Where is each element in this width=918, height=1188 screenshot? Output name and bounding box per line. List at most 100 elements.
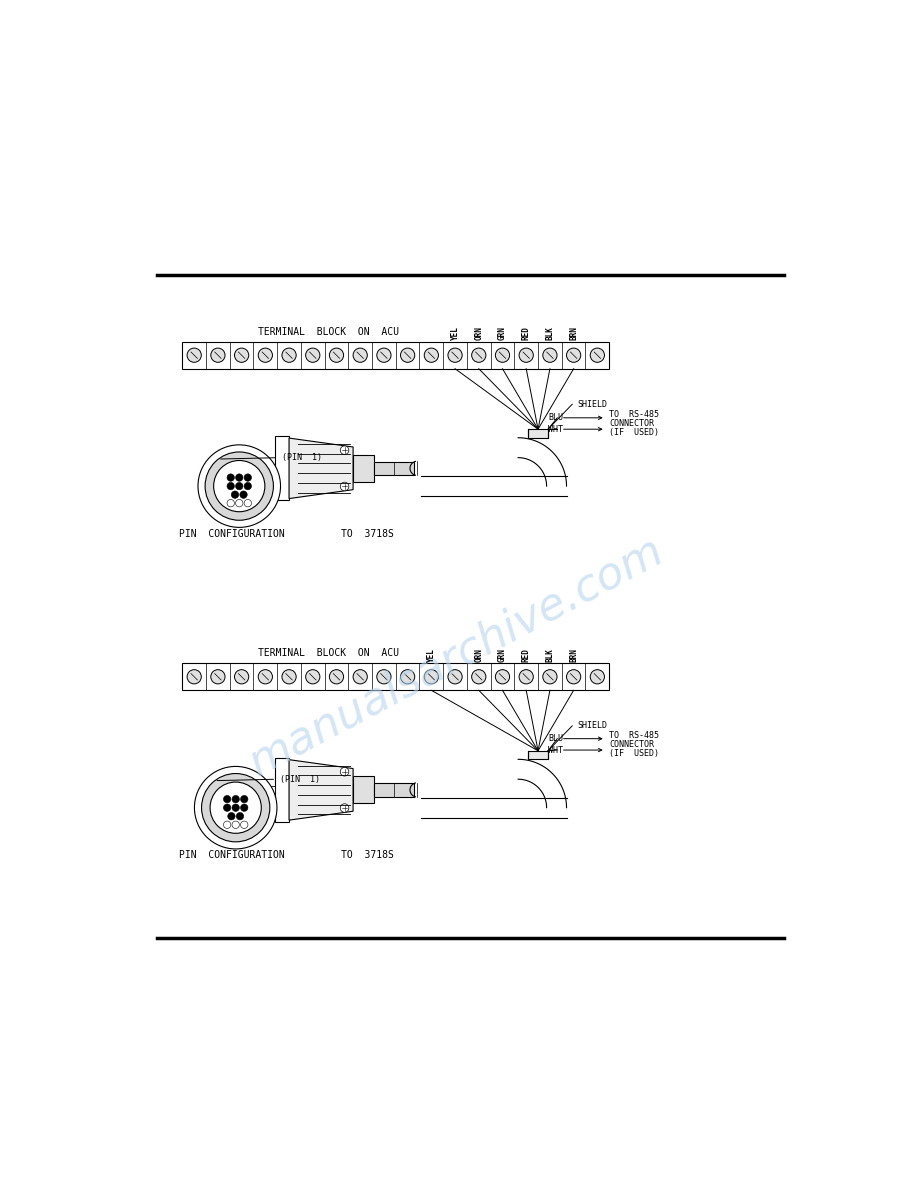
Circle shape [448, 348, 462, 362]
Circle shape [205, 451, 274, 520]
Circle shape [198, 444, 281, 527]
Circle shape [353, 670, 367, 684]
Text: YEL: YEL [451, 327, 460, 340]
Text: TO  RS-485: TO RS-485 [610, 732, 659, 740]
Circle shape [519, 670, 533, 684]
Circle shape [244, 474, 252, 481]
Bar [274, 758, 289, 822]
Polygon shape [289, 759, 353, 820]
Circle shape [282, 348, 297, 362]
Circle shape [234, 348, 249, 362]
Text: RED: RED [521, 327, 531, 340]
Text: CONNECTOR: CONNECTOR [610, 740, 655, 748]
Circle shape [448, 670, 462, 684]
Circle shape [227, 482, 234, 489]
Bar [269, 465, 274, 472]
Bar [183, 342, 610, 368]
Circle shape [330, 348, 343, 362]
Circle shape [341, 767, 349, 776]
Circle shape [236, 813, 243, 820]
Text: BLK: BLK [545, 647, 554, 662]
Bar [274, 436, 289, 500]
Bar [375, 462, 414, 475]
Circle shape [244, 499, 252, 507]
Circle shape [187, 348, 201, 362]
Text: manualsarchive.com: manualsarchive.com [241, 529, 671, 784]
Circle shape [376, 670, 391, 684]
Text: (PIN  1): (PIN 1) [280, 775, 319, 784]
Circle shape [240, 491, 247, 498]
Circle shape [227, 499, 234, 507]
Circle shape [341, 482, 349, 491]
Circle shape [330, 670, 343, 684]
Text: SHIELD: SHIELD [577, 721, 607, 731]
Circle shape [258, 670, 273, 684]
Text: (IF  USED): (IF USED) [610, 428, 659, 436]
Circle shape [232, 821, 240, 828]
Circle shape [223, 821, 230, 828]
Text: BRN: BRN [569, 647, 578, 662]
Text: YEL: YEL [427, 647, 436, 662]
Circle shape [496, 670, 509, 684]
Circle shape [241, 804, 248, 811]
Circle shape [306, 670, 319, 684]
Circle shape [232, 804, 240, 811]
Text: CONNECTOR: CONNECTOR [610, 419, 655, 428]
Circle shape [258, 348, 273, 362]
Circle shape [231, 491, 239, 498]
Circle shape [211, 348, 225, 362]
Text: TO  3718S: TO 3718S [341, 851, 394, 860]
Circle shape [236, 474, 243, 481]
Bar [528, 751, 548, 759]
Text: TO  3718S: TO 3718S [341, 529, 394, 539]
Text: GRN: GRN [498, 647, 507, 662]
Bar [183, 663, 610, 690]
Circle shape [241, 821, 248, 828]
Bar [269, 786, 274, 794]
Bar [528, 429, 548, 437]
Circle shape [187, 670, 201, 684]
Circle shape [236, 499, 243, 507]
Bar [353, 455, 375, 482]
Bar [353, 777, 375, 803]
Polygon shape [289, 438, 353, 499]
Circle shape [543, 348, 557, 362]
Circle shape [223, 804, 230, 811]
Circle shape [214, 461, 265, 512]
Circle shape [519, 348, 533, 362]
Text: TO  RS-485: TO RS-485 [610, 411, 659, 419]
Circle shape [282, 670, 297, 684]
Text: WHT: WHT [548, 424, 563, 434]
Circle shape [195, 766, 277, 849]
Text: TERMINAL  BLOCK  ON  ACU: TERMINAL BLOCK ON ACU [258, 649, 398, 658]
Text: ORN: ORN [475, 327, 483, 340]
Text: PIN  CONFIGURATION: PIN CONFIGURATION [179, 851, 285, 860]
Text: (PIN  1): (PIN 1) [282, 453, 322, 462]
Text: BLU: BLU [548, 734, 563, 744]
Circle shape [341, 804, 349, 813]
Circle shape [376, 348, 391, 362]
Text: BLU: BLU [548, 413, 563, 422]
Circle shape [590, 348, 604, 362]
Circle shape [424, 348, 439, 362]
Text: (IF  USED): (IF USED) [610, 750, 659, 758]
Circle shape [211, 670, 225, 684]
Circle shape [472, 348, 486, 362]
Circle shape [566, 670, 581, 684]
Circle shape [236, 482, 243, 489]
Text: WHT: WHT [548, 746, 563, 754]
Circle shape [202, 773, 270, 842]
Bar [375, 783, 414, 797]
Circle shape [232, 796, 240, 803]
Text: PIN  CONFIGURATION: PIN CONFIGURATION [179, 529, 285, 539]
Text: ORN: ORN [475, 647, 483, 662]
Circle shape [227, 474, 234, 481]
Circle shape [400, 670, 415, 684]
Text: BRN: BRN [569, 327, 578, 340]
Circle shape [424, 670, 439, 684]
Circle shape [223, 796, 230, 803]
Circle shape [543, 670, 557, 684]
Circle shape [496, 348, 509, 362]
Circle shape [244, 482, 252, 489]
Circle shape [566, 348, 581, 362]
